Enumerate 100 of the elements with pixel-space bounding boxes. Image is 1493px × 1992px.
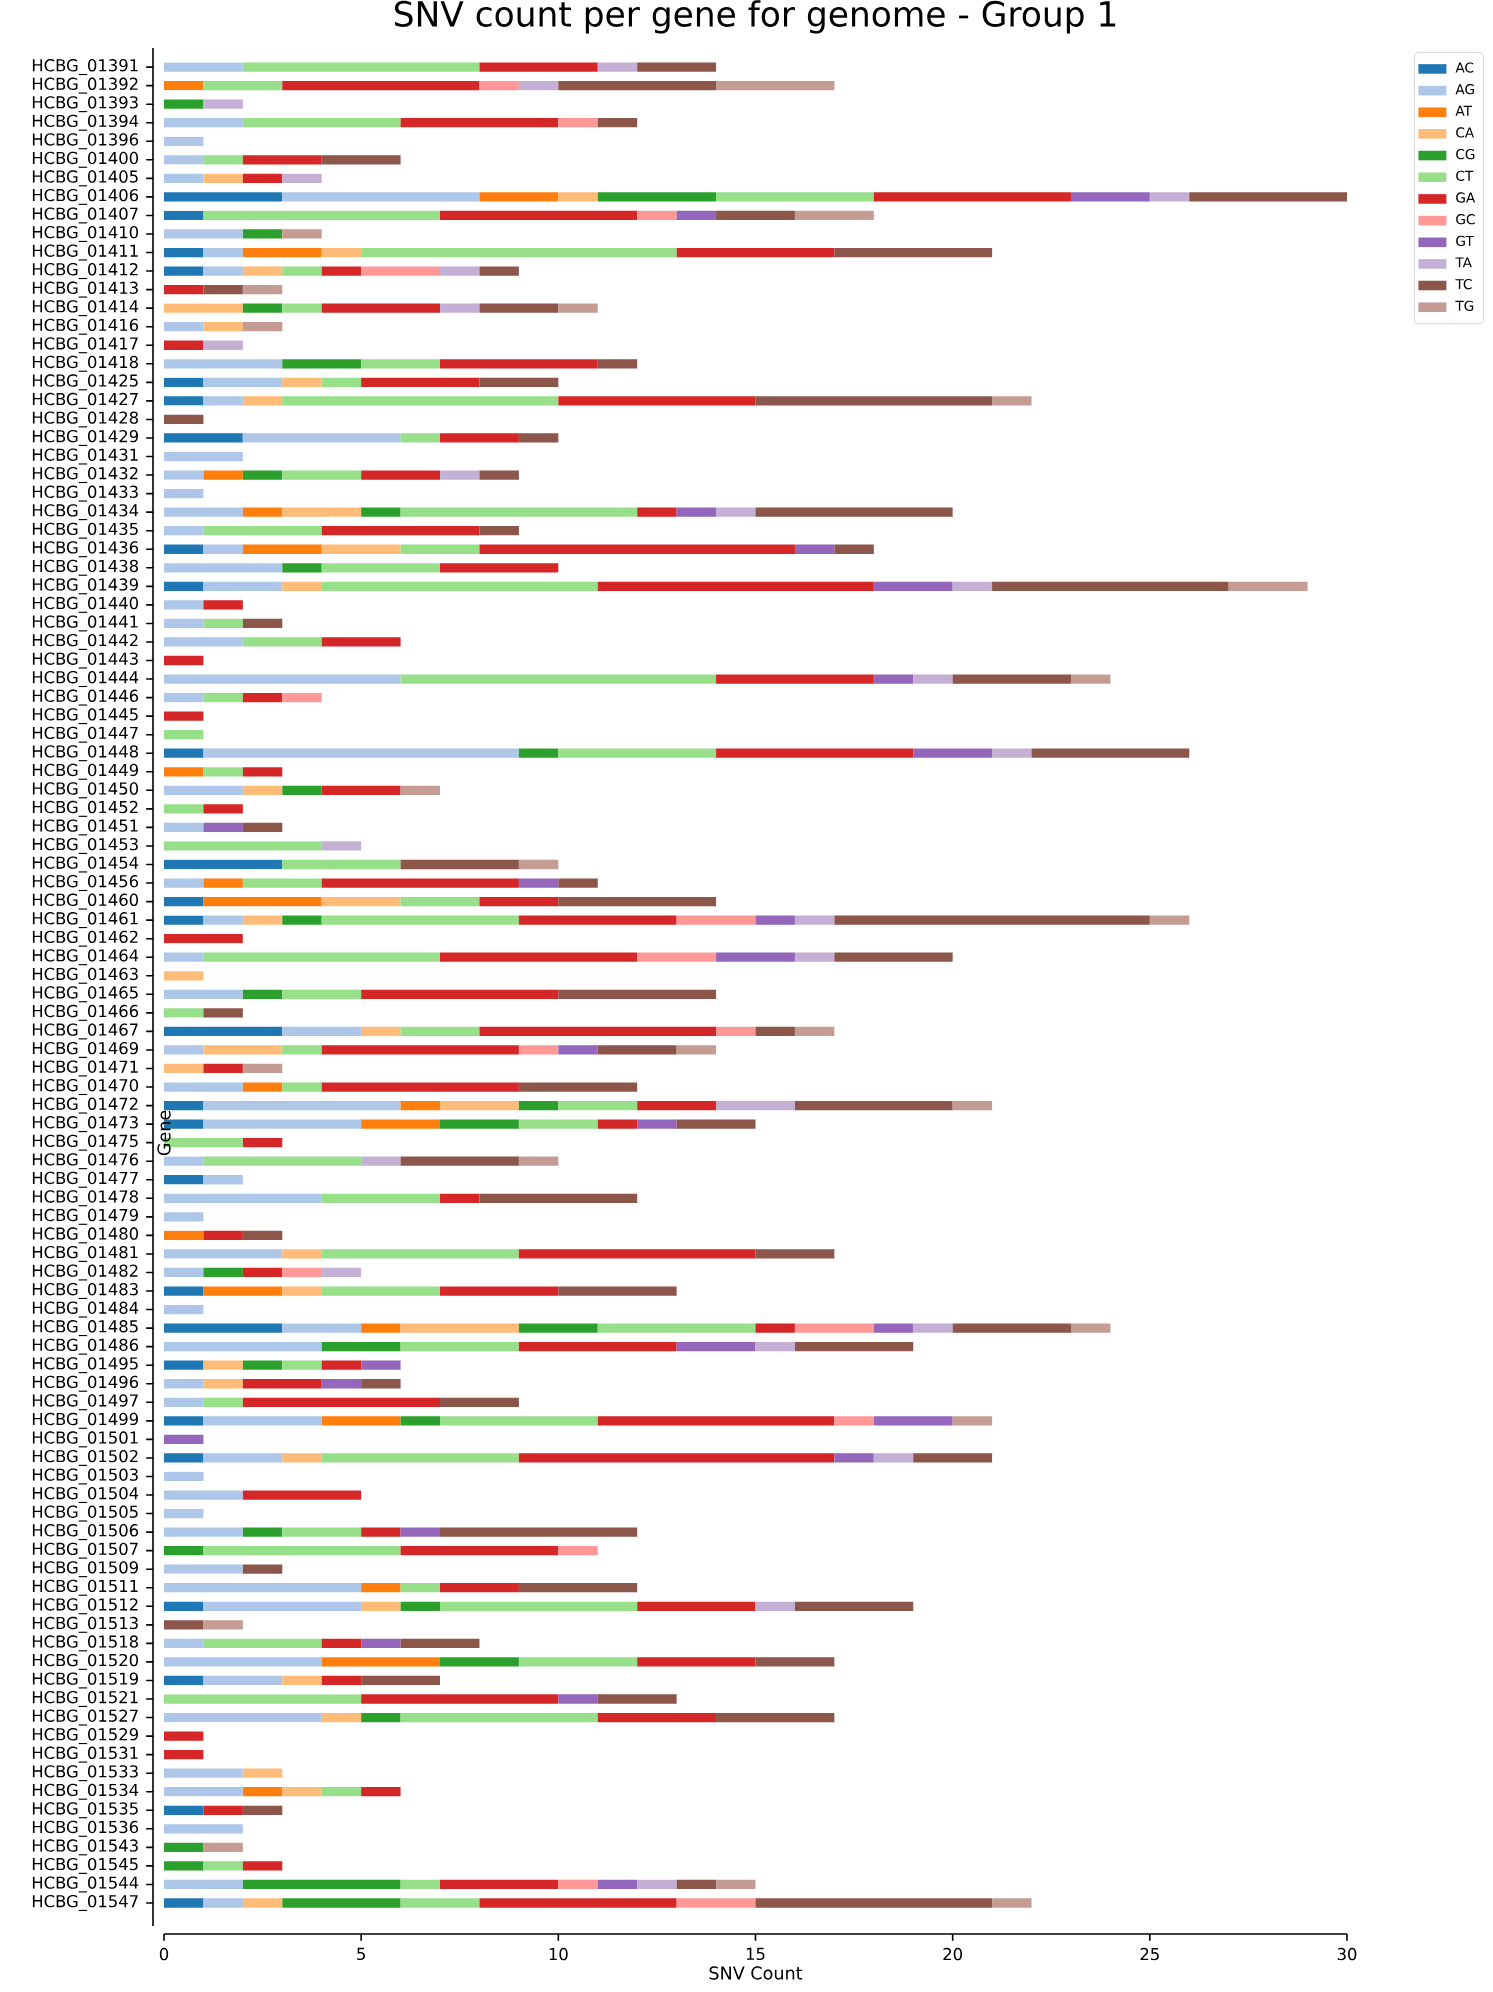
bar [361,359,441,369]
bar [203,600,243,610]
y-tick-label: HCBG_01425 [32,374,138,391]
legend-label: AT [1455,105,1473,116]
bar [992,581,1229,591]
bar [361,1601,401,1611]
bar [321,1712,362,1723]
bar [518,1082,638,1092]
bar [282,192,480,202]
bar [163,377,204,387]
bar [203,1416,322,1426]
bar [558,1879,598,1890]
bar [558,396,756,406]
y-tick-label: HCBG_01448 [32,745,138,762]
bar [400,507,638,517]
bar [203,1156,362,1166]
bar [873,674,914,684]
bar [163,692,204,703]
bar [321,1657,441,1667]
bar [361,1527,401,1537]
bar [163,1731,204,1741]
bar [637,1601,756,1611]
bar [282,80,480,91]
y-tick-label: HCBG_01451 [32,819,138,836]
bar [321,581,598,591]
y-tick-label: HCBG_01463 [32,967,138,984]
bar [558,192,598,202]
y-tick-label: HCBG_01545 [32,1857,138,1874]
y-tick-label: HCBG_01475 [32,1134,138,1151]
bar [242,618,283,629]
y-tick-label: HCBG_01436 [32,541,139,558]
bar [479,80,519,91]
bar [794,1026,835,1037]
bar [676,915,756,925]
bar [282,1675,322,1686]
bar [203,266,243,276]
y-tick-label: HCBG_01471 [32,1060,138,1077]
bar [203,1638,322,1649]
bar [203,581,283,591]
bar [361,1675,441,1686]
y-tick-label: HCBG_01536 [32,1820,139,1837]
bar [242,118,401,128]
bar [203,748,519,758]
bar [321,915,519,925]
bar [203,526,322,536]
bar [716,210,795,221]
bar [203,1063,243,1074]
y-tick-label: HCBG_01407 [32,207,138,224]
bar [321,637,401,647]
bar [163,1304,204,1315]
bar [597,1879,638,1890]
bar [479,266,519,276]
bar [716,80,835,91]
bar [163,1342,322,1352]
legend-label: TG [1455,300,1474,311]
bar [163,1008,204,1018]
bar [637,507,677,517]
x-tick-label: 10 [549,1947,568,1961]
bar [163,1750,204,1760]
y-tick-label: HCBG_01509 [32,1561,138,1578]
bar [1189,192,1347,202]
y-tick-label: HCBG_01394 [32,114,139,131]
y-tick-label: HCBG_01454 [32,856,139,873]
bar [597,1323,756,1333]
bar [163,1175,204,1185]
bar [242,1379,322,1389]
bar [242,1360,283,1370]
bar [203,99,243,109]
bar [163,1657,322,1667]
bar [282,859,401,870]
y-tick-label: HCBG_01434 [32,504,139,521]
bar [163,284,204,295]
bar [479,1193,638,1203]
y-tick-label: HCBG_01512 [32,1598,138,1615]
bar [163,1249,283,1259]
bar [282,785,322,795]
y-tick-label: HCBG_01469 [32,1041,138,1058]
bar [794,544,835,554]
bar [676,1045,717,1055]
bar [479,1026,717,1037]
bar [203,1861,243,1871]
y-tick-label: HCBG_01416 [32,318,139,335]
bar [163,1490,243,1500]
bar [558,303,598,313]
bar [558,748,717,758]
y-tick-label: HCBG_01502 [32,1449,138,1466]
bar [400,1898,480,1908]
bar [479,303,559,313]
bar [518,1119,598,1129]
bar [163,1026,283,1037]
bar [242,62,480,72]
y-tick-label: HCBG_01432 [32,467,138,484]
bar [242,1397,441,1407]
y-tick-label: HCBG_01410 [32,225,139,242]
y-tick-label: HCBG_01465 [32,986,138,1003]
bar [242,433,401,443]
bar [440,1416,598,1426]
bar [361,247,677,258]
bar [242,822,283,833]
y-tick-label: HCBG_01496 [32,1375,139,1392]
